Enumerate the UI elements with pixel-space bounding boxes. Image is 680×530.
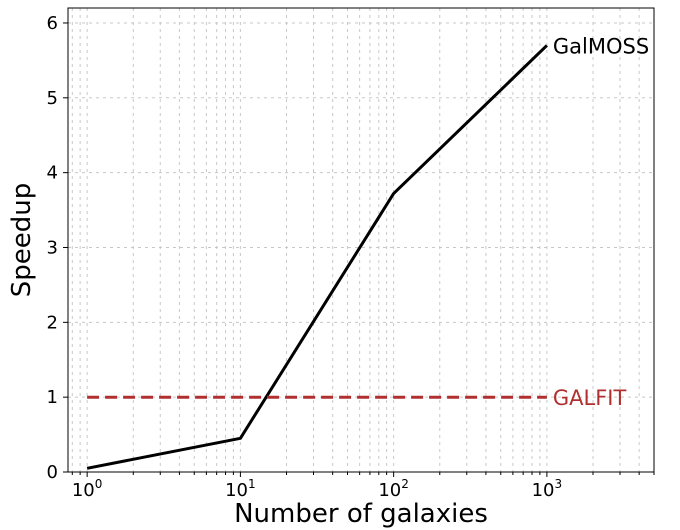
y-tick-label: 6 — [47, 13, 58, 34]
x-tick-label: 102 — [378, 477, 409, 501]
x-tick-label: 103 — [532, 477, 563, 501]
x-tick-label: 100 — [72, 477, 103, 501]
y-tick-label: 1 — [47, 387, 58, 408]
plot-frame — [67, 7, 655, 473]
y-axis-title: Speedup — [7, 183, 37, 298]
series-line-galmoss — [86, 44, 548, 470]
series-label-galmoss: GalMOSS — [553, 34, 649, 58]
grid — [68, 8, 655, 472]
y-tick-label: 3 — [47, 237, 58, 258]
y-tick-label: 2 — [47, 312, 58, 333]
y-tick-label: 0 — [47, 462, 58, 483]
x-axis-title: Number of galaxies — [234, 499, 488, 529]
series-labels: GalMOSS GALFIT — [553, 34, 649, 410]
axis-ticks: 0 1 2 3 4 5 6 100 101 102 103 — [47, 13, 655, 501]
y-tick-label: 5 — [47, 88, 58, 109]
series-label-galfit: GALFIT — [553, 386, 627, 410]
y-tick-label: 4 — [47, 163, 58, 184]
x-tick-label: 101 — [225, 477, 256, 501]
series-lines — [86, 44, 548, 470]
